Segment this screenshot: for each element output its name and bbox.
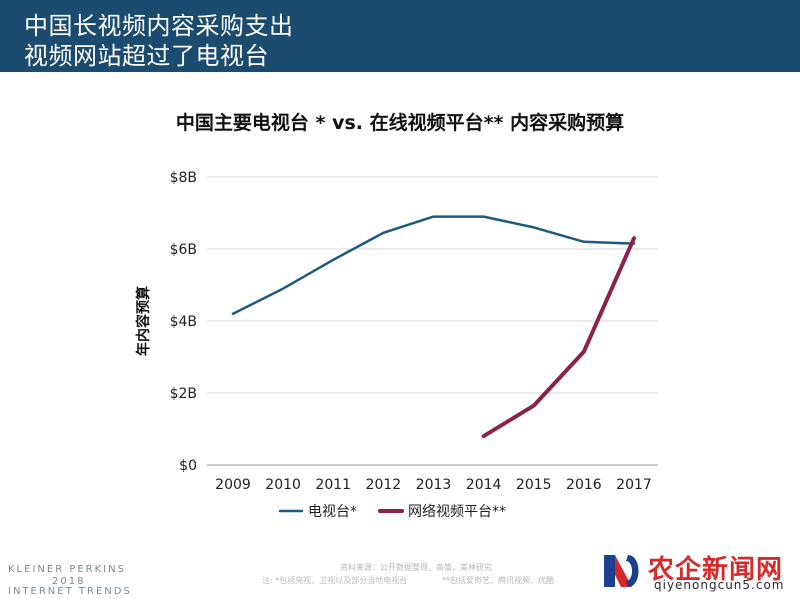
x-tick-label: 2009 xyxy=(215,477,251,493)
y-tick-label: $4B xyxy=(170,314,197,330)
x-tick-label: 2016 xyxy=(566,477,602,493)
footer-brand-name: KLEINER PERKINS xyxy=(8,564,126,575)
x-tick-label: 2014 xyxy=(466,477,502,493)
footer-source: 资料来源：公开数据整理、高盛、美林研究 xyxy=(340,563,492,572)
x-tick-label: 2011 xyxy=(315,477,351,493)
x-tick-label: 2015 xyxy=(516,477,552,493)
legend-label: 网络视频平台** xyxy=(408,504,506,520)
banner-title-line2: 视频网站超过了电视台 xyxy=(24,42,269,70)
y-tick-label: $8B xyxy=(170,170,197,186)
legend-label: 电视台* xyxy=(308,504,357,520)
footer-brand-report: INTERNET TRENDS xyxy=(8,586,132,597)
x-tick-label: 2013 xyxy=(416,477,452,493)
y-axis-title: 年内容预算 xyxy=(135,286,152,356)
footer-note-tv: 注: *包括央视、卫视以及部分当地电视台 xyxy=(262,576,408,585)
footer-note-online: **包括爱奇艺、腾讯视频、优酷 xyxy=(442,576,554,585)
y-tick-label: $6B xyxy=(170,242,197,258)
watermark: 农企新闻网 qiyenongcun5.com xyxy=(602,549,794,595)
watermark-url: qiyenongcun5.com xyxy=(654,578,785,592)
title-banner: 中国长视频内容采购支出 视频网站超过了电视台 xyxy=(0,0,800,72)
y-tick-label: $2B xyxy=(170,386,197,402)
line-chart: $0 $2B $4B $6B $8B 2009 2010 2011 2012 2013 2014 20… xyxy=(135,170,658,520)
banner-title-line1: 中国长视频内容采购支出 xyxy=(24,12,294,40)
x-tick-label: 2010 xyxy=(265,477,301,493)
footer-brand-year: 2018 xyxy=(52,576,86,587)
y-tick-label: $0 xyxy=(179,458,197,474)
watermark-text: 农企新闻网 xyxy=(648,555,784,585)
chart-title: 中国主要电视台 * vs. 在线视频平台** 内容采购预算 xyxy=(175,112,625,134)
x-tick-label: 2017 xyxy=(616,477,652,493)
series-line-2 xyxy=(481,236,636,439)
watermark-logo-icon xyxy=(604,555,639,587)
series-line-1 xyxy=(231,215,636,316)
x-tick-label: 2012 xyxy=(366,477,402,493)
